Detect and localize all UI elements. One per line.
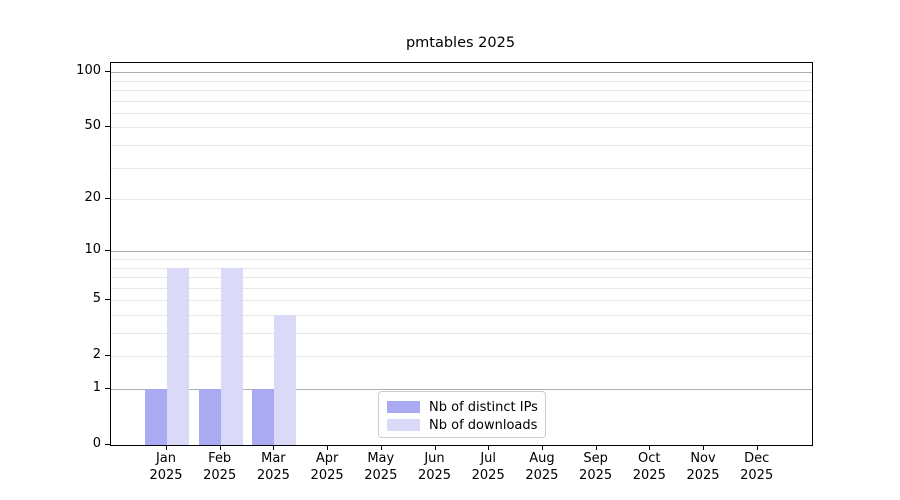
- y-tick-label: 10: [84, 242, 101, 258]
- x-tick-mark: [380, 445, 382, 450]
- y-tick-mark: [105, 388, 110, 389]
- x-tick-label-sep: Sep 2025: [579, 451, 613, 483]
- x-tick-label-mar: Mar 2025: [256, 451, 290, 483]
- x-tick-mark: [649, 445, 651, 450]
- bar-jan-distinct-ips: [145, 389, 167, 445]
- y-tick-mark: [105, 299, 110, 301]
- x-tick-mark: [703, 445, 704, 450]
- y-tick-label: 20: [84, 190, 101, 205]
- grid-line-major: [111, 389, 812, 390]
- y-tick-label: 1: [92, 380, 101, 395]
- x-tick-label-aug: Aug 2025: [525, 451, 559, 483]
- grid-line-minor: [111, 300, 812, 302]
- grid-line-minor: [111, 333, 812, 334]
- x-tick-mark: [434, 445, 436, 450]
- legend-row-distinct-ips: Nb of distinct IPs: [387, 398, 538, 416]
- x-tick-label-jul: Jul 2025: [471, 451, 505, 483]
- y-tick-mark: [105, 250, 110, 252]
- bar-feb-distinct-ips: [198, 389, 221, 445]
- y-tick-label: 0: [92, 436, 101, 451]
- y-tick-mark: [105, 198, 110, 199]
- legend-swatch-downloads-icon: [387, 419, 420, 431]
- bar-mar-downloads: [274, 314, 297, 445]
- x-tick-label-oct: Oct 2025: [632, 451, 666, 483]
- x-tick-label-nov: Nov 2025: [686, 451, 720, 483]
- x-tick-mark: [273, 445, 275, 450]
- y-tick-mark: [105, 126, 110, 128]
- y-tick-mark: [105, 71, 110, 73]
- grid-line-minor: [111, 356, 812, 358]
- y-tick-label: 5: [92, 291, 101, 307]
- bar-feb-downloads: [220, 267, 243, 445]
- grid-line-minor: [111, 258, 812, 260]
- y-tick-label: 100: [76, 63, 101, 79]
- legend-row-downloads: Nb of downloads: [387, 416, 537, 434]
- x-tick-label-jan: Jan 2025: [149, 451, 183, 483]
- grid-line-minor: [111, 277, 812, 278]
- x-tick-mark: [595, 445, 597, 450]
- legend-swatch-distinct-ips-icon: [387, 401, 420, 413]
- grid-line-minor: [111, 80, 812, 82]
- grid-line-minor: [111, 127, 812, 129]
- legend-label-distinct-ips: Nb of distinct IPs: [429, 399, 538, 415]
- bar-mar-distinct-ips: [252, 389, 275, 445]
- chart-title: pmtables 2025: [405, 35, 516, 51]
- x-tick-mark: [488, 445, 490, 450]
- x-tick-label-may: May 2025: [364, 451, 398, 483]
- x-tick-label-dec: Dec 2025: [740, 451, 774, 483]
- x-tick-mark: [756, 445, 758, 450]
- x-tick-mark: [541, 445, 543, 450]
- grid-line-minor: [111, 267, 812, 269]
- x-tick-label-jun: Jun 2025: [417, 451, 452, 483]
- grid-line-minor: [111, 144, 812, 146]
- x-tick-label-apr: Apr 2025: [310, 451, 344, 483]
- x-tick-mark: [219, 445, 221, 450]
- grid-line-major: [111, 72, 812, 74]
- y-tick-mark: [105, 444, 110, 445]
- bar-jan-downloads: [167, 267, 189, 445]
- legend: Nb of distinct IPs Nb of downloads: [378, 391, 546, 438]
- y-tick-mark: [105, 355, 110, 357]
- y-tick-label: 50: [84, 118, 101, 134]
- plot-area: Nb of distinct IPs Nb of downloads: [110, 62, 813, 446]
- x-tick-mark: [166, 445, 167, 450]
- grid-line-minor: [111, 100, 812, 102]
- grid-line-minor: [111, 314, 812, 316]
- grid-line-minor: [111, 167, 812, 169]
- grid-line-minor: [111, 199, 812, 200]
- grid-line-minor: [111, 112, 812, 114]
- grid-line-major: [111, 251, 812, 253]
- x-tick-label-feb: Feb 2025: [203, 451, 237, 483]
- legend-label-downloads: Nb of downloads: [429, 417, 538, 433]
- grid-line-minor: [111, 287, 812, 289]
- grid-line-minor: [111, 89, 812, 91]
- y-tick-label: 2: [92, 347, 101, 363]
- x-tick-mark: [327, 445, 329, 450]
